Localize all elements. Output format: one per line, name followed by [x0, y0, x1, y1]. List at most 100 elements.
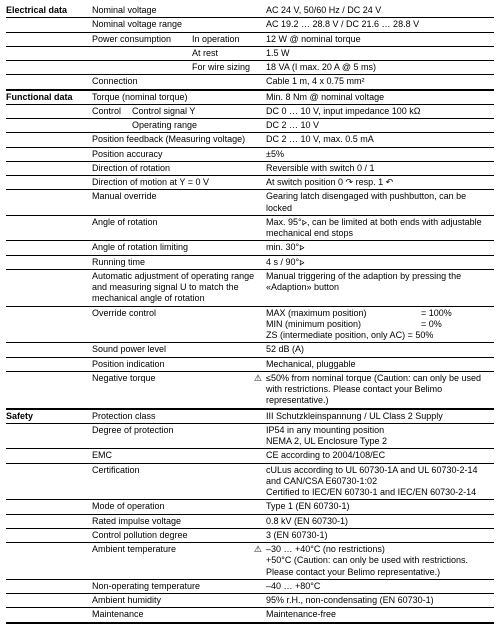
sublabel: Operating range	[132, 120, 262, 131]
value: 1.5 W	[266, 48, 494, 59]
label: Angle of rotation limiting	[92, 242, 266, 253]
value: At switch position 0 ↷ resp. 1 ↶	[266, 177, 494, 188]
row-connection: Connection Cable 1 m, 4 x 0.75 mm²	[6, 75, 494, 90]
label: Mode of operation	[92, 501, 266, 512]
label: Non-operating temperature	[92, 581, 266, 592]
label: Control pollution degree	[92, 530, 266, 541]
label: Position accuracy	[92, 149, 266, 160]
row-running-time: Running time4 s / 90°⦠	[6, 256, 494, 270]
row-pollution-degree: Control pollution degree3 (EN 60730-1)	[6, 529, 494, 543]
value: Type 1 (EN 60730-1)	[266, 501, 494, 512]
section-electrical: Electrical data	[6, 5, 92, 16]
value: 4 s / 90°⦠	[266, 257, 494, 268]
row-certification: Certification cULus according to UL 6073…	[6, 464, 494, 501]
sublabel: In operation	[192, 34, 262, 45]
value: AC 19.2 … 28.8 V / DC 21.6 … 28.8 V	[266, 19, 494, 30]
label: Control	[92, 106, 132, 117]
value: ≤50% from nominal torque (Caution: can o…	[266, 373, 494, 407]
row-override-control: Override control MAX (maximum position)=…	[6, 307, 494, 344]
value: 52 dB (A)	[266, 344, 494, 355]
row-power-wire: For wire sizing 18 VA (I max. 20 A @ 5 m…	[6, 61, 494, 75]
label: Sound power level	[92, 344, 266, 355]
value: 95% r.H., non-condensating (EN 60730-1)	[266, 595, 494, 606]
row-direction-rotation: Direction of rotationReversible with swi…	[6, 162, 494, 176]
value: min. 30°⦠	[266, 242, 494, 253]
row-degree-protection: Degree of protection IP54 in any mountin…	[6, 424, 494, 450]
value: Gearing latch disengaged with pushbutton…	[266, 191, 494, 214]
row-position-accuracy: Position accuracy±5%	[6, 148, 494, 162]
section-functional: Functional data	[6, 92, 92, 103]
value: 3 (EN 60730-1)	[266, 530, 494, 541]
value: MAX (maximum position)= 100% MIN (minimu…	[266, 308, 494, 342]
row-nominal-voltage-range: Nominal voltage range AC 19.2 … 28.8 V /…	[6, 18, 494, 32]
value: 0.8 kV (EN 60730-1)	[266, 516, 494, 527]
sublabel: For wire sizing	[192, 62, 262, 73]
value: DC 0 … 10 V, input impedance 100 kΩ	[266, 106, 494, 117]
row-control-range: Operating range DC 2 … 10 V	[6, 119, 494, 133]
value: cULus according to UL 60730-1A and UL 60…	[266, 465, 494, 499]
label: Automatic adjustment of operating range …	[92, 271, 266, 305]
label: Torque (nominal torque)	[92, 92, 266, 103]
label: EMC	[92, 450, 266, 461]
row-maintenance: MaintenanceMaintenance-free	[6, 608, 494, 623]
value: –40 … +80°C	[266, 581, 494, 592]
label: Direction of motion at Y = 0 V	[92, 177, 266, 188]
row-angle-rotation: Angle of rotationMax. 95°⦠, can be limit…	[6, 216, 494, 242]
label: Rated impulse voltage	[92, 516, 266, 527]
label: Maintenance	[92, 609, 266, 620]
spec-table: Electrical data Nominal voltage AC 24 V,…	[0, 0, 500, 628]
value: –30 … +40°C (no restrictions)+50°C (Caut…	[266, 544, 494, 578]
label: Ambient humidity	[92, 595, 266, 606]
row-ambient-temp: Ambient temperature ⚠ –30 … +40°C (no res…	[6, 543, 494, 580]
value: IP54 in any mounting positionNEMA 2, UL …	[266, 425, 494, 448]
row-sound-power: Sound power level52 dB (A)	[6, 343, 494, 357]
label: Angle of rotation	[92, 217, 266, 240]
value: DC 2 … 10 V	[266, 120, 494, 131]
row-direction-motion: Direction of motion at Y = 0 VAt switch …	[6, 176, 494, 190]
row-position-feedback: Position feedback (Measuring voltage)DC …	[6, 133, 494, 147]
value: 12 W @ nominal torque	[266, 34, 494, 45]
warning-icon: ⚠	[250, 544, 262, 578]
row-mode-operation: Mode of operationType 1 (EN 60730-1)	[6, 500, 494, 514]
row-negative-torque: Negative torque⚠ ≤50% from nominal torqu…	[6, 372, 494, 410]
label: Protection class	[92, 411, 266, 422]
row-position-indication: Position indicationMechanical, pluggable	[6, 358, 494, 372]
row-protection-class: Safety Protection class III Schutzkleins…	[6, 410, 494, 424]
row-auto-adjust: Automatic adjustment of operating range …	[6, 270, 494, 307]
label: Nominal voltage range	[92, 19, 266, 30]
row-power-rest: At rest 1.5 W	[6, 47, 494, 61]
row-manual-override: Manual overrideGearing latch disengaged …	[6, 190, 494, 216]
value: 18 VA (I max. 20 A @ 5 ms)	[266, 62, 494, 73]
row-angle-limiting: Angle of rotation limitingmin. 30°⦠	[6, 241, 494, 255]
label: Power consumption	[92, 34, 192, 45]
label: Running time	[92, 257, 266, 268]
row-torque: Functional data Torque (nominal torque) …	[6, 91, 494, 105]
value: Max. 95°⦠, can be limited at both ends w…	[266, 217, 494, 240]
value: DC 2 … 10 V, max. 0.5 mA	[266, 134, 494, 145]
value: Min. 8 Nm @ nominal voltage	[266, 92, 494, 103]
value: Reversible with switch 0 / 1	[266, 163, 494, 174]
sublabel: At rest	[192, 48, 262, 59]
row-control-signal: ControlControl signal Y DC 0 … 10 V, inp…	[6, 105, 494, 119]
label: Connection	[92, 76, 266, 87]
row-rated-impulse: Rated impulse voltage0.8 kV (EN 60730-1)	[6, 515, 494, 529]
label: Manual override	[92, 191, 266, 214]
value: CE according to 2004/108/EC	[266, 450, 494, 461]
row-emc: EMCCE according to 2004/108/EC	[6, 449, 494, 463]
label: Certification	[92, 465, 266, 499]
label: Nominal voltage	[92, 5, 266, 16]
value: AC 24 V, 50/60 Hz / DC 24 V	[266, 5, 494, 16]
sublabel: Control signal Y	[132, 106, 262, 117]
value: III Schutzkleinspannung / UL Class 2 Sup…	[266, 411, 494, 422]
row-power-consumption: Power consumptionIn operation 12 W @ nom…	[6, 33, 494, 47]
section-safety: Safety	[6, 411, 92, 422]
label: Position indication	[92, 359, 266, 370]
label: Position feedback (Measuring voltage)	[92, 134, 266, 145]
value: Maintenance-free	[266, 609, 494, 620]
value: Cable 1 m, 4 x 0.75 mm²	[266, 76, 494, 87]
label: Direction of rotation	[92, 163, 266, 174]
label: Ambient temperature	[92, 544, 176, 578]
value: Mechanical, pluggable	[266, 359, 494, 370]
row-ambient-humidity: Ambient humidity95% r.H., non-condensati…	[6, 594, 494, 608]
value: Manual triggering of the adaption by pre…	[266, 271, 494, 305]
